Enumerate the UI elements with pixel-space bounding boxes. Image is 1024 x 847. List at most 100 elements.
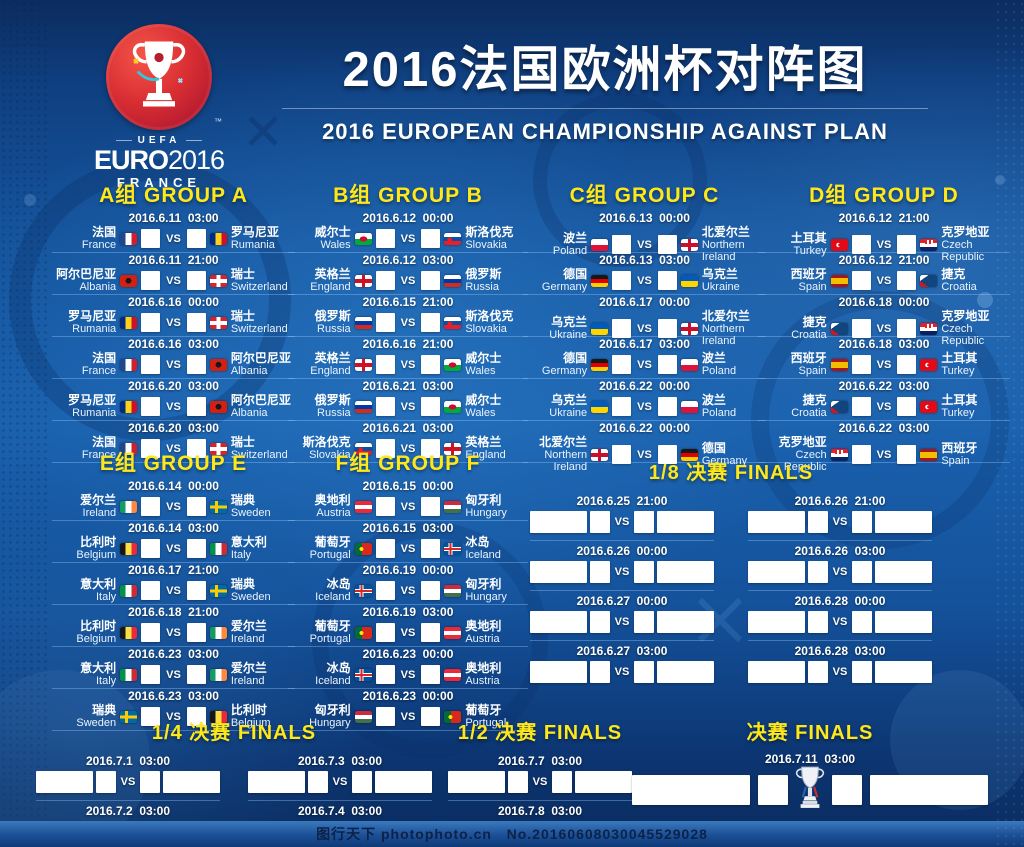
team-name-en: Poland — [552, 245, 588, 257]
match: 2016.6.18 03:00 西班牙 Spain VS 土耳其 Turkey — [758, 337, 1010, 379]
flag-spain-icon — [830, 274, 848, 287]
flag-slovakia-icon — [444, 232, 462, 245]
team-name-en: Portugal — [309, 549, 351, 561]
match-date: 2016.6.26 21:00 — [794, 494, 886, 508]
match: 2016.6.12 03:00 英格兰 England VS 俄罗斯 Russia — [288, 253, 528, 295]
vs-label: VS — [400, 316, 416, 329]
away-team: 瑞士 Switzerland — [231, 436, 295, 462]
match: 2016.6.18 00:00 捷克 Croatia VS 克罗地亚 Czech Repu… — [758, 295, 1010, 347]
team-box — [632, 775, 750, 805]
vs-label: VS — [400, 542, 416, 555]
score-box — [141, 439, 161, 458]
away-team: 匈牙利 Hungary — [465, 578, 528, 604]
score-box — [141, 313, 161, 332]
score-box — [421, 229, 441, 248]
home-team: 阿尔巴尼亚 Albania — [52, 268, 116, 294]
score-box — [375, 355, 395, 374]
score-box — [851, 319, 871, 338]
score-box — [141, 581, 161, 600]
score-box — [375, 665, 395, 684]
team-name-en: England — [310, 365, 351, 377]
score-box — [851, 355, 871, 374]
team-box — [875, 511, 932, 533]
match: 2016.6.19 00:00 冰岛 Iceland VS 匈牙利 Hungary — [288, 563, 528, 605]
flag-ireland-icon — [120, 500, 138, 513]
team-name-en: Croatia — [791, 407, 827, 419]
flag-ukraine-icon — [591, 400, 609, 413]
team-box — [875, 661, 932, 683]
flag-albania-icon — [209, 400, 227, 413]
score-box — [375, 497, 395, 516]
score-box — [186, 665, 206, 684]
match-date: 2016.6.19 03:00 — [362, 605, 454, 619]
match: 2016.6.13 03:00 德国 Germany VS 乌克兰 Ukraine — [523, 253, 766, 295]
score-box — [375, 539, 395, 558]
match: 2016.6.17 03:00 德国 Germany VS 波兰 Poland — [523, 337, 766, 379]
flag-czech-icon — [830, 400, 848, 413]
away-team: 瑞典 Sweden — [231, 578, 295, 604]
match-date: 2016.6.28 00:00 — [794, 594, 886, 608]
team-name-en: Rumania — [72, 323, 117, 335]
flag-sweden-icon — [209, 500, 227, 513]
home-team: 西班牙 Spain — [758, 268, 827, 294]
match: 2016.6.16 03:00 法国 France VS 阿尔巴尼亚 Albania — [52, 337, 295, 379]
team-name-en: Switzerland — [230, 281, 288, 293]
team-name-en: Slovakia — [465, 239, 507, 251]
team-name-zh: 德国 — [563, 267, 588, 281]
score-box — [141, 497, 161, 516]
team-name-en: Germany — [701, 455, 748, 467]
flag-russia-icon — [354, 400, 372, 413]
away-team: 匈牙利 Hungary — [465, 494, 528, 520]
home-team: 北爱尔兰 Northern Ireland — [523, 436, 587, 474]
match-row: VS — [448, 771, 632, 793]
flag-iceland-icon — [354, 584, 372, 597]
vs-label: VS — [166, 584, 181, 597]
away-team: 阿尔巴尼亚 Albania — [231, 352, 295, 378]
home-team: 比利时 Belgium — [52, 620, 116, 646]
match-row: VS — [530, 611, 714, 633]
team-name-en: Czech Republic — [941, 323, 985, 347]
away-team: 罗马尼亚 Rumania — [231, 226, 295, 252]
flag-czech-icon — [920, 274, 938, 287]
flag-england-icon — [444, 442, 462, 455]
home-team: 比利时 Belgium — [52, 536, 116, 562]
team-name-zh: 瑞士 — [230, 267, 255, 281]
score-box — [421, 539, 441, 558]
team-name-en: France — [81, 239, 117, 251]
flag-portugal-icon — [444, 710, 462, 723]
vs-label: VS — [400, 626, 416, 639]
score-box — [657, 319, 677, 338]
score-box — [851, 445, 871, 464]
score-box — [141, 665, 161, 684]
flag-spain-icon — [920, 448, 938, 461]
match-row: 英格兰 England VS 威尔士 Wales — [288, 352, 528, 378]
quarter-finals-match: 2016.7.3 03:00 VS — [248, 753, 432, 801]
team-box — [36, 771, 93, 793]
match-row: VS — [748, 661, 932, 683]
flag-belgium-icon — [209, 710, 227, 723]
score-box — [589, 511, 610, 533]
team-box — [530, 611, 587, 633]
flag-italy-icon — [209, 542, 227, 555]
match: 2016.6.14 03:00 比利时 Belgium VS 意大利 Italy — [52, 521, 295, 563]
team-name-zh: 土耳其 — [941, 351, 978, 365]
match-date: 2016.6.23 03:00 — [128, 647, 219, 661]
match: 2016.6.22 03:00 捷克 Croatia VS 土耳其 Turkey — [758, 379, 1010, 421]
flag-hungary-icon — [444, 584, 462, 597]
match: 2016.6.17 00:00 乌克兰 Ukraine VS 北爱尔兰 Northern … — [523, 295, 766, 347]
score-box — [375, 439, 395, 458]
team-name-zh: 罗马尼亚 — [68, 309, 117, 323]
score-box — [552, 771, 573, 793]
team-name-en: France — [81, 449, 117, 461]
score-box — [852, 511, 873, 533]
flag-wales-icon — [354, 232, 372, 245]
team-name-zh: 爱尔兰 — [230, 619, 267, 633]
home-team: 葡萄牙 Portugal — [288, 620, 351, 646]
team-name-zh: 奥地利 — [465, 661, 502, 675]
vs-label: VS — [614, 666, 630, 678]
away-team: 奥地利 Austria — [465, 620, 528, 646]
score-box — [375, 229, 395, 248]
match-date: 2016.7.8 03:00 — [497, 804, 583, 818]
score-box — [140, 771, 161, 793]
